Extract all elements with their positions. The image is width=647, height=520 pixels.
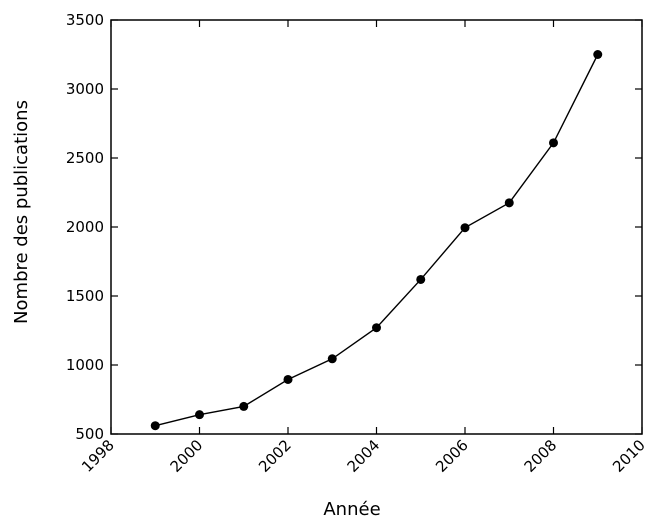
data-point	[504, 198, 514, 208]
x-tick-label: 2002	[255, 436, 295, 476]
x-tick-label: 2000	[167, 436, 207, 476]
y-tick-label: 2000	[66, 218, 104, 236]
y-tick-label: 1500	[66, 287, 104, 305]
data-point	[150, 421, 160, 431]
x-tick-label: 2004	[344, 436, 384, 476]
data-point	[416, 274, 426, 284]
y-tick-label: 3000	[66, 80, 104, 98]
x-axis-ticks: 1998 2000 2002 2004 2006 2008 2010	[78, 20, 647, 476]
y-tick-label: 3500	[66, 11, 104, 29]
data-point	[327, 354, 337, 364]
x-axis-label: Année	[323, 499, 380, 520]
series-group	[150, 50, 603, 431]
y-tick-label: 500	[75, 425, 104, 443]
y-tick-label: 1000	[66, 356, 104, 374]
data-point	[460, 223, 470, 233]
x-tick-label: 2008	[521, 436, 561, 476]
data-point	[283, 374, 293, 384]
x-tick-label: 2010	[609, 436, 647, 476]
data-point	[593, 50, 603, 59]
x-tick-label: 2006	[432, 436, 472, 476]
series-line	[155, 54, 599, 427]
plot-frame	[110, 19, 643, 435]
y-axis-label: Nombre des publications	[11, 100, 32, 324]
data-point	[239, 401, 249, 411]
data-point	[195, 410, 204, 420]
data-point	[549, 138, 558, 148]
y-axis-ticks: 500 1000 1500 2000 2500 3000 3500	[66, 11, 642, 443]
data-point	[372, 323, 381, 333]
y-tick-label: 2500	[66, 149, 104, 167]
